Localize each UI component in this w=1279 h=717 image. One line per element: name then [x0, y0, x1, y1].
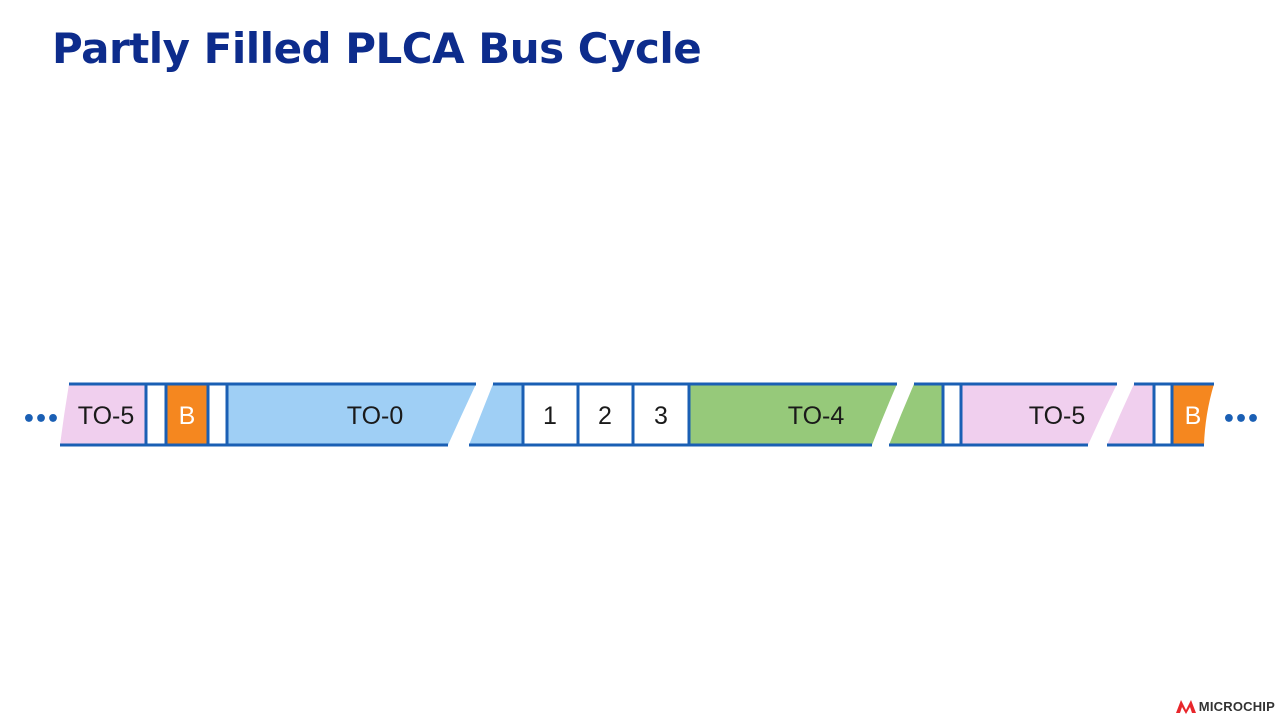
ellipsis-left: ••• [22, 407, 58, 432]
microchip-logo-text: MICROCHIP [1198, 698, 1275, 714]
segment-slot-3 [633, 384, 689, 445]
segment-beacon-start [166, 384, 208, 445]
segment-beacon-end [1172, 384, 1214, 445]
segment-label-to5-end: TO-5 [1029, 402, 1086, 430]
microchip-logo: MICROCHIP [1175, 697, 1275, 715]
microchip-logo-icon [1175, 700, 1196, 714]
segment-slot-2 [578, 384, 633, 445]
segment-label-to0: TO-0 [347, 402, 404, 430]
segment-label-beacon-end: B [1185, 402, 1202, 430]
segment-to4 [689, 384, 943, 445]
segment-label-slot-3: 3 [654, 402, 668, 430]
segment-label-slot-1: 1 [543, 402, 557, 430]
segment-to0 [227, 384, 523, 445]
ellipsis-right: ••• [1222, 407, 1258, 432]
slide-title: Partly Filled PLCA Bus Cycle [52, 24, 702, 73]
segment-label-to4: TO-4 [788, 402, 845, 430]
segment-empty-2 [208, 384, 227, 445]
segment-empty-1 [146, 384, 166, 445]
segment-empty-3 [943, 384, 961, 445]
segment-slot-1 [523, 384, 578, 445]
segment-empty-4 [1154, 384, 1172, 445]
segment-to5-end [961, 384, 1154, 445]
segment-label-slot-2: 2 [598, 402, 612, 430]
segment-to5-start [60, 384, 146, 445]
segment-label-beacon-start: B [179, 402, 196, 430]
segment-label-to5-start: TO-5 [78, 402, 135, 430]
